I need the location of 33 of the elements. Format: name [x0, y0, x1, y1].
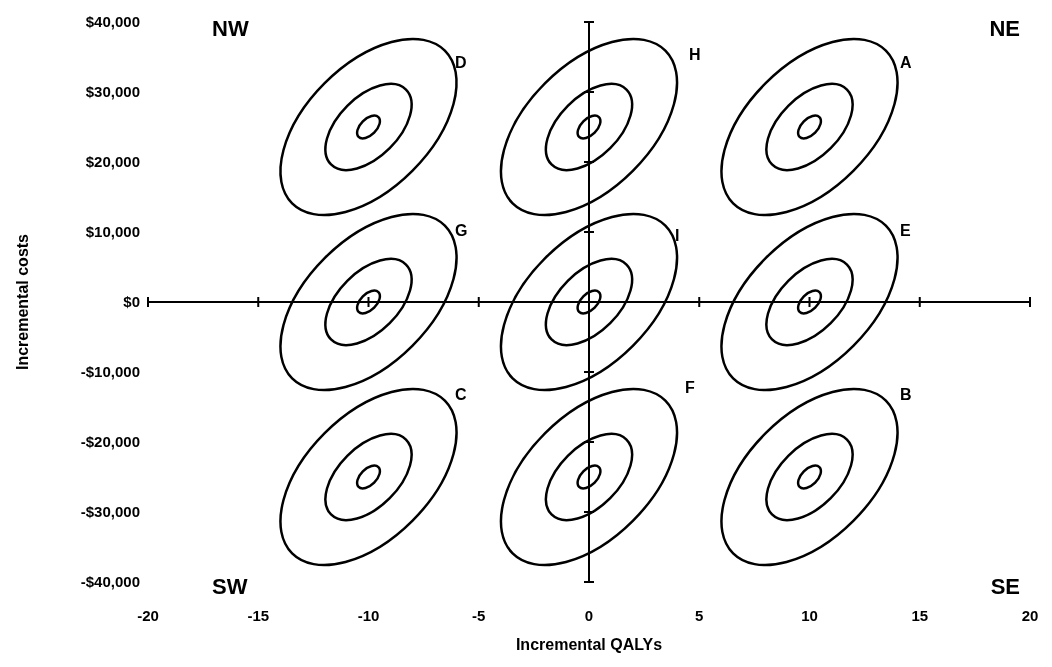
- annotation: G: [455, 222, 468, 240]
- y-tick-label: $20,000: [85, 153, 140, 171]
- annotation: SW: [211, 574, 249, 600]
- annotation: NW: [211, 16, 250, 42]
- x-tick-label: 10: [801, 606, 818, 624]
- x-axis-title: Incremental QALYs: [515, 636, 663, 653]
- x-tick-label: 5: [695, 606, 704, 624]
- x-tick-label: 20: [1021, 606, 1039, 624]
- y-tick-label: -$10,000: [80, 363, 140, 381]
- annotation: H: [689, 46, 701, 64]
- annotation: F: [685, 379, 695, 397]
- annotation: B: [900, 386, 912, 404]
- x-tick-label: 15: [911, 606, 929, 624]
- annotation: I: [675, 227, 680, 245]
- annotation: C: [455, 386, 467, 404]
- y-tick-label: -$30,000: [80, 503, 140, 521]
- y-tick-label: -$40,000: [80, 573, 140, 591]
- y-tick-label: $30,000: [85, 83, 140, 101]
- y-tick-label: -$20,000: [80, 433, 140, 451]
- y-tick-label: $0: [123, 293, 140, 311]
- y-axis-title: Incremental costs: [13, 233, 31, 371]
- y-tick-label: $10,000: [85, 223, 140, 241]
- x-tick-label: -10: [357, 606, 380, 624]
- annotation: D: [455, 54, 467, 72]
- x-tick-label: -15: [247, 606, 270, 624]
- x-tick-label: -20: [137, 606, 159, 624]
- x-tick-label: 0: [584, 606, 594, 624]
- annotation: NE: [988, 16, 1021, 42]
- annotation: SE: [989, 574, 1021, 600]
- annotation: A: [900, 54, 912, 72]
- annotation: E: [900, 222, 911, 240]
- y-tick-label: $40,000: [85, 13, 140, 31]
- x-tick-label: -5: [472, 606, 486, 624]
